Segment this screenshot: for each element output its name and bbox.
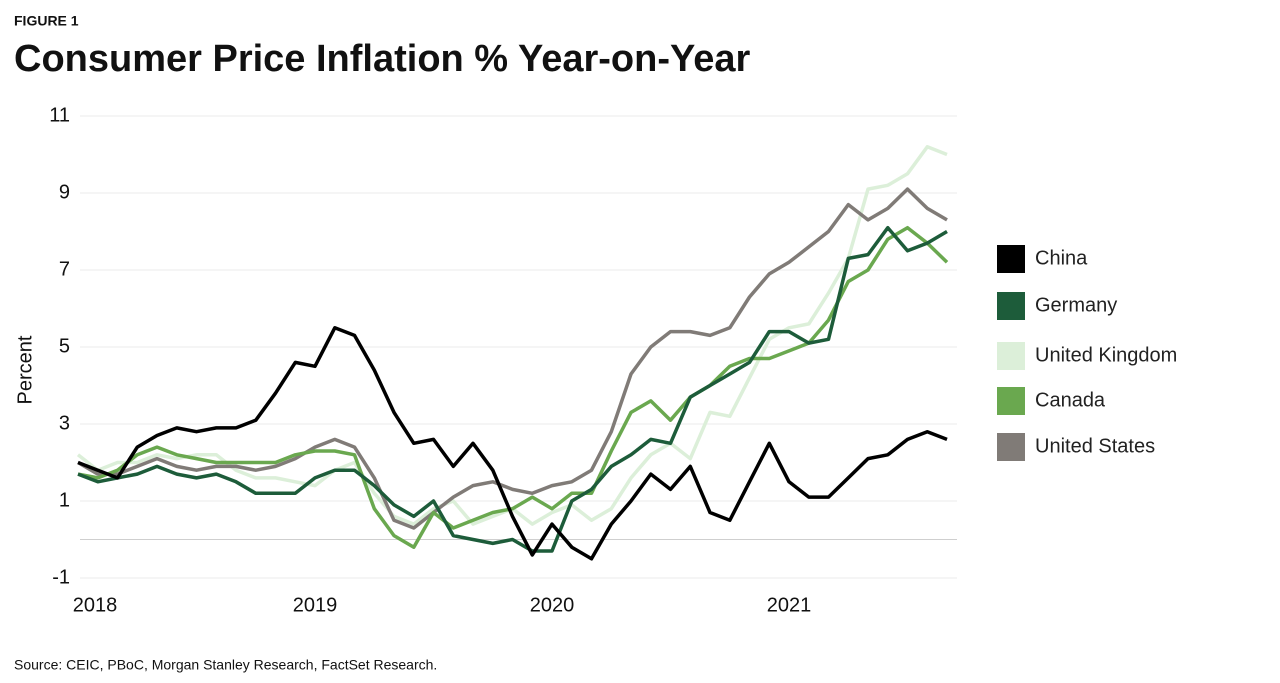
legend-label: United Kingdom — [1035, 344, 1177, 366]
legend-swatch — [997, 245, 1025, 273]
legend-swatch — [997, 387, 1025, 415]
y-tick-label: 9 — [59, 181, 70, 203]
y-tick-label: -1 — [52, 566, 70, 588]
legend-label: Canada — [1035, 389, 1106, 411]
chart-title: Consumer Price Inflation % Year-on-Year — [14, 38, 751, 80]
figure-label: FIGURE 1 — [14, 13, 79, 29]
x-tick-label: 2018 — [73, 594, 118, 616]
line — [77, 225, 948, 553]
x-tick-label: 2021 — [767, 594, 812, 616]
y-axis-label: Percent — [14, 335, 36, 404]
line — [77, 326, 948, 561]
legend-label: China — [1035, 247, 1088, 269]
y-tick-label: 1 — [59, 489, 70, 511]
legend-swatch — [997, 342, 1025, 370]
legend-swatch — [997, 433, 1025, 461]
legend-label: Germany — [1035, 294, 1117, 316]
y-tick-label: 5 — [59, 335, 70, 357]
legend-swatch — [997, 292, 1025, 320]
x-tick-label: 2020 — [530, 594, 575, 616]
y-tick-label: 7 — [59, 258, 70, 280]
line — [77, 187, 948, 530]
legend-label: United States — [1035, 435, 1155, 457]
y-tick-label: 11 — [49, 104, 70, 126]
source: Source: CEIC, PBoC, Morgan Stanley Resea… — [14, 657, 437, 673]
y-tick-label: 3 — [59, 412, 70, 434]
x-tick-label: 2019 — [293, 594, 338, 616]
line — [77, 225, 949, 549]
